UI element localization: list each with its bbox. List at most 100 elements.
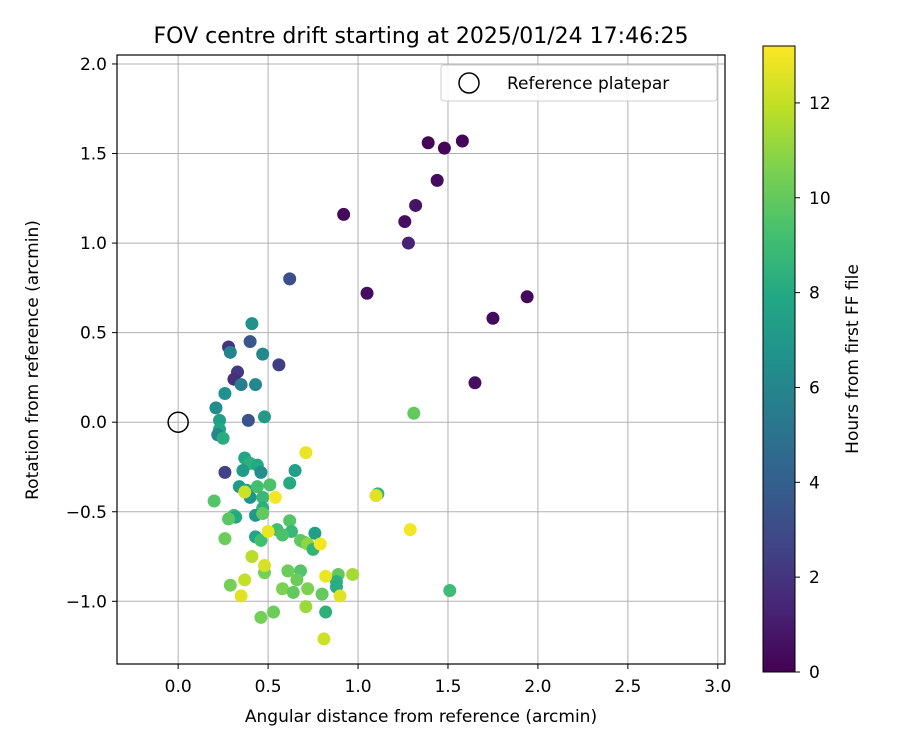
y-tick-label: −0.5 bbox=[66, 503, 107, 523]
legend-marker bbox=[458, 72, 480, 94]
data-point bbox=[319, 605, 333, 619]
data-point bbox=[249, 378, 263, 392]
x-tick-label: 2.5 bbox=[614, 677, 641, 697]
colorbar-tick-label: 2 bbox=[809, 568, 820, 588]
data-point bbox=[243, 335, 257, 349]
colorbar-tick-label: 8 bbox=[809, 284, 820, 304]
data-point bbox=[401, 236, 415, 250]
legend-box bbox=[440, 64, 718, 102]
data-point bbox=[299, 446, 313, 460]
data-point bbox=[283, 272, 297, 286]
x-tick-label: 0.5 bbox=[255, 677, 282, 697]
colorbar-tick-label: 12 bbox=[809, 94, 831, 114]
data-point bbox=[421, 136, 435, 150]
legend: Reference platepar bbox=[440, 64, 718, 102]
data-point bbox=[261, 524, 275, 538]
data-point bbox=[301, 582, 315, 596]
y-tick-label: 0.5 bbox=[80, 324, 107, 344]
data-point bbox=[360, 286, 374, 300]
colorbar-tick-label: 0 bbox=[809, 663, 820, 683]
data-point bbox=[407, 406, 421, 420]
data-point bbox=[275, 582, 289, 596]
data-point bbox=[409, 198, 423, 212]
data-point bbox=[256, 490, 270, 504]
data-point bbox=[266, 605, 280, 619]
data-point bbox=[216, 431, 230, 445]
data-point bbox=[443, 584, 457, 598]
y-tick-label: 0.0 bbox=[80, 413, 107, 433]
data-point bbox=[254, 610, 268, 624]
data-point bbox=[245, 317, 259, 331]
data-point bbox=[263, 478, 277, 492]
x-tick-label: 0.0 bbox=[165, 677, 192, 697]
colorbar-gradient bbox=[762, 45, 796, 673]
data-point bbox=[288, 464, 302, 478]
data-point bbox=[218, 387, 232, 401]
data-point bbox=[455, 134, 469, 148]
colorbar-tick-label: 4 bbox=[809, 473, 820, 493]
y-tick-label: 1.0 bbox=[80, 234, 107, 254]
data-point bbox=[236, 464, 250, 478]
reference-marker bbox=[167, 411, 189, 433]
x-axis-ticks: 0.0 0.5 1.0 1.5 2.0 2.5 3.0 bbox=[165, 664, 731, 697]
data-point bbox=[256, 347, 270, 361]
data-point bbox=[437, 141, 451, 155]
x-tick-label: 1.5 bbox=[434, 677, 461, 697]
data-point bbox=[346, 567, 360, 581]
data-point bbox=[234, 589, 248, 603]
data-point bbox=[207, 494, 221, 508]
data-point bbox=[238, 573, 252, 587]
data-point bbox=[254, 533, 268, 547]
data-point bbox=[223, 345, 237, 359]
data-point bbox=[258, 410, 272, 424]
data-point bbox=[486, 311, 500, 325]
data-points bbox=[207, 134, 534, 646]
data-point bbox=[238, 485, 252, 499]
data-point bbox=[317, 632, 331, 646]
data-point bbox=[403, 523, 417, 537]
x-axis-label: Angular distance from reference (arcmin) bbox=[245, 707, 597, 727]
data-point bbox=[319, 569, 333, 583]
data-point bbox=[430, 173, 444, 187]
colorbar: 0 2 4 6 8 10 12 Hours from first FF file bbox=[762, 45, 863, 683]
y-tick-label: 1.5 bbox=[80, 145, 107, 165]
plot-frame bbox=[116, 54, 726, 665]
data-point bbox=[286, 585, 300, 599]
data-point bbox=[313, 537, 327, 551]
data-point bbox=[241, 413, 255, 427]
y-axis-label: Rotation from reference (arcmin) bbox=[23, 220, 43, 500]
data-point bbox=[272, 358, 286, 372]
data-point bbox=[290, 573, 304, 587]
data-point bbox=[281, 564, 295, 578]
data-point bbox=[333, 589, 347, 603]
data-point bbox=[209, 401, 223, 415]
legend-label: Reference platepar bbox=[507, 74, 669, 94]
x-tick-label: 3.0 bbox=[704, 677, 731, 697]
data-point bbox=[213, 413, 227, 427]
data-point bbox=[369, 489, 383, 503]
data-point bbox=[299, 600, 313, 614]
x-tick-label: 2.0 bbox=[524, 677, 551, 697]
data-point bbox=[245, 550, 259, 564]
data-point bbox=[256, 507, 270, 521]
data-point bbox=[222, 512, 236, 526]
data-point bbox=[258, 558, 272, 572]
data-point bbox=[283, 514, 297, 528]
grid-lines bbox=[117, 55, 725, 664]
data-point bbox=[283, 476, 297, 490]
data-point bbox=[254, 465, 268, 479]
colorbar-tick-label: 10 bbox=[809, 189, 831, 209]
data-point bbox=[234, 378, 248, 392]
data-point bbox=[275, 528, 289, 542]
data-point bbox=[218, 465, 232, 479]
data-point bbox=[337, 207, 351, 221]
y-tick-label: 2.0 bbox=[80, 55, 107, 75]
data-point bbox=[218, 532, 232, 546]
x-tick-label: 1.0 bbox=[345, 677, 372, 697]
y-axis-ticks: −1.0 −0.5 0.0 0.5 1.0 1.5 2.0 bbox=[66, 55, 117, 612]
data-point bbox=[250, 480, 264, 494]
data-point bbox=[308, 526, 322, 540]
data-point bbox=[520, 290, 534, 304]
y-tick-label: −1.0 bbox=[66, 592, 107, 612]
colorbar-label: Hours from first FF file bbox=[843, 264, 863, 454]
